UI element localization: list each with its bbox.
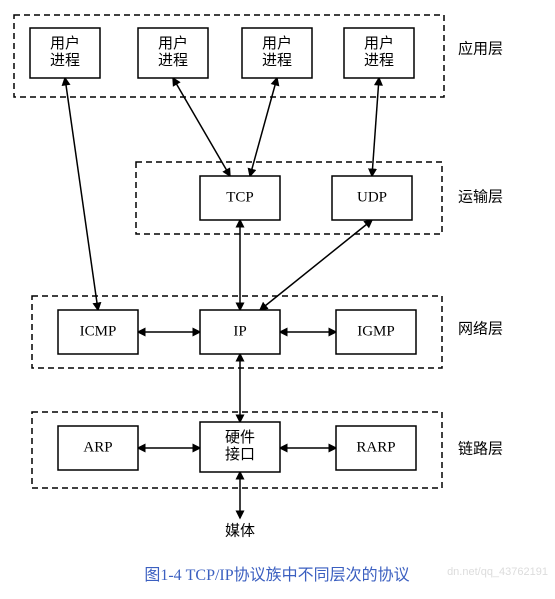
node-label-hw-l0: 硬件 [225,429,255,446]
node-u2: 用户进程 [138,28,208,78]
node-udp: UDP [332,176,412,220]
node-icmp: ICMP [58,310,138,354]
figure-caption: 图1-4 TCP/IP协议族中不同层次的协议 [144,566,409,584]
node-label-igmp: IGMP [357,323,395,339]
layer-label-net: 网络层 [458,320,503,337]
watermark-text: dn.net/qq_43762191 [447,566,548,578]
node-arp: ARP [58,426,138,470]
layer-label-trans: 运输层 [458,188,503,205]
layer-label-app: 应用层 [458,39,503,57]
layer-label-link: 链路层 [458,440,503,457]
node-label-icmp: ICMP [80,323,117,339]
node-label-arp: ARP [83,439,112,455]
node-ip: IP [200,310,280,354]
edge-2 [250,78,277,176]
node-label-u4-l0: 用户 [364,35,394,52]
node-label-u1-l0: 用户 [50,35,80,52]
node-u1: 用户进程 [30,28,100,78]
node-igmp: IGMP [336,310,416,354]
node-label-ip: IP [233,323,246,339]
node-hw: 硬件接口 [200,422,280,472]
node-label-udp: UDP [357,189,387,205]
node-label-u1-l1: 进程 [50,52,80,69]
node-u4: 用户进程 [344,28,414,78]
node-u3: 用户进程 [242,28,312,78]
node-label-u2-l0: 用户 [158,35,188,52]
node-rarp: RARP [336,426,416,470]
node-label-rarp: RARP [356,439,395,455]
node-label-u3-l1: 进程 [262,52,292,69]
node-label-u3-l0: 用户 [262,35,292,52]
node-label-u4-l1: 进程 [364,52,394,69]
node-label-u2-l1: 进程 [158,52,188,69]
edge-0 [65,78,98,310]
node-label-tcp: TCP [226,189,254,205]
node-tcp: TCP [200,176,280,220]
node-label-hw-l1: 接口 [225,446,255,463]
media-label: 媒体 [225,522,255,539]
